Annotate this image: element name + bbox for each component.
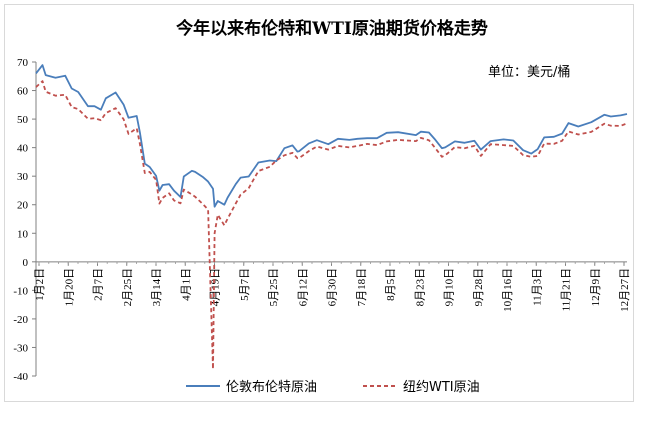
y-tick-label: 40 [17, 143, 29, 155]
x-tick-label: 3月14日 [151, 268, 163, 307]
x-axis: 1月2日 1月20日 2月7日 2月25日 3月14日 4月1日 4月19日 5月7日 5月25… [34, 261, 631, 312]
y-tick-label: 0 [23, 257, 29, 269]
x-tick-label: 10月16日 [502, 268, 514, 312]
x-tick-label: 12月27日 [619, 268, 631, 312]
x-tick-label: 12月9日 [590, 268, 602, 307]
y-tick-label: 10 [17, 228, 29, 240]
y-tick-label: 60 [17, 86, 29, 98]
chart-title: 今年以来布伦特和WTI原油期货价格走势 [176, 19, 488, 39]
series-line-wti [35, 80, 628, 370]
legend-label: 纽约WTI原油 [403, 380, 480, 395]
x-tick-label: 11月3日 [531, 268, 543, 306]
legend: 伦敦布伦特原油 纽约WTI原油 [186, 379, 480, 395]
x-tick-label: 9月28日 [473, 268, 485, 307]
legend-label: 伦敦布伦特原油 [226, 379, 317, 395]
x-tick-label: 9月10日 [444, 268, 456, 307]
unit-label: 单位：美元/桶 [488, 65, 571, 80]
x-tick-label: 1月2日 [34, 268, 46, 301]
x-tick-label: 2月7日 [93, 268, 105, 301]
chart-frame [4, 4, 634, 402]
series-line-brent [35, 64, 628, 208]
y-tick-label: 30 [17, 171, 29, 183]
series-layer [35, 64, 628, 370]
x-tick-label: 4月1日 [180, 268, 192, 301]
x-tick-label: 5月25日 [268, 268, 280, 307]
x-tick-label: 8月5日 [385, 268, 397, 301]
y-tick-label: 70 [17, 57, 29, 69]
x-tick-label: 1月20日 [63, 268, 75, 307]
x-tick-label: 11月21日 [561, 268, 573, 312]
x-tick-label: 2月25日 [122, 268, 134, 307]
x-tick-label: 7月18日 [356, 268, 368, 307]
y-tick-label: -30 [13, 342, 28, 354]
y-tick-label: 50 [17, 114, 29, 126]
y-tick-label: -40 [13, 371, 28, 383]
x-tick-label: 6月30日 [327, 268, 339, 307]
x-tick-label: 6月12日 [297, 268, 309, 307]
x-tick-label: 5月7日 [239, 268, 251, 301]
y-tick-label: -20 [13, 314, 28, 326]
x-tick-label: 8月23日 [414, 268, 426, 307]
y-axis: -40 -30 -20 -10 0 10 20 30 40 50 60 70 [13, 57, 37, 383]
y-tick-label: 20 [17, 200, 29, 212]
x-tick-label: 4月19日 [210, 268, 222, 307]
y-tick-label: -10 [13, 285, 28, 297]
